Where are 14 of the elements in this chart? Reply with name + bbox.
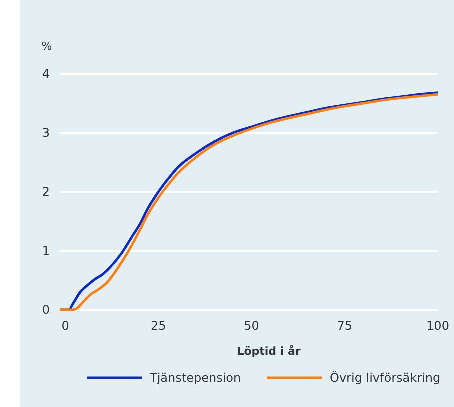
- y-tick-label: 3: [42, 126, 50, 140]
- x-tick-label: 0: [62, 319, 70, 333]
- x-tick-label: 75: [337, 319, 353, 333]
- y-tick-label: 0: [42, 303, 50, 318]
- y-tick-label: 1: [42, 244, 50, 258]
- x-tick-label: 25: [151, 319, 166, 333]
- y-tick-label: 4: [42, 67, 50, 82]
- x-tick-label: 100: [426, 319, 450, 333]
- y-tick-label: 2: [42, 185, 50, 200]
- x-tick-label: 50: [244, 319, 260, 333]
- legend-label: Övrig livförsäkring: [330, 371, 441, 386]
- y-axis-title: %: [42, 40, 52, 53]
- x-axis-title: Löptid i år: [237, 345, 302, 358]
- legend-label: Tjänstepension: [149, 371, 242, 386]
